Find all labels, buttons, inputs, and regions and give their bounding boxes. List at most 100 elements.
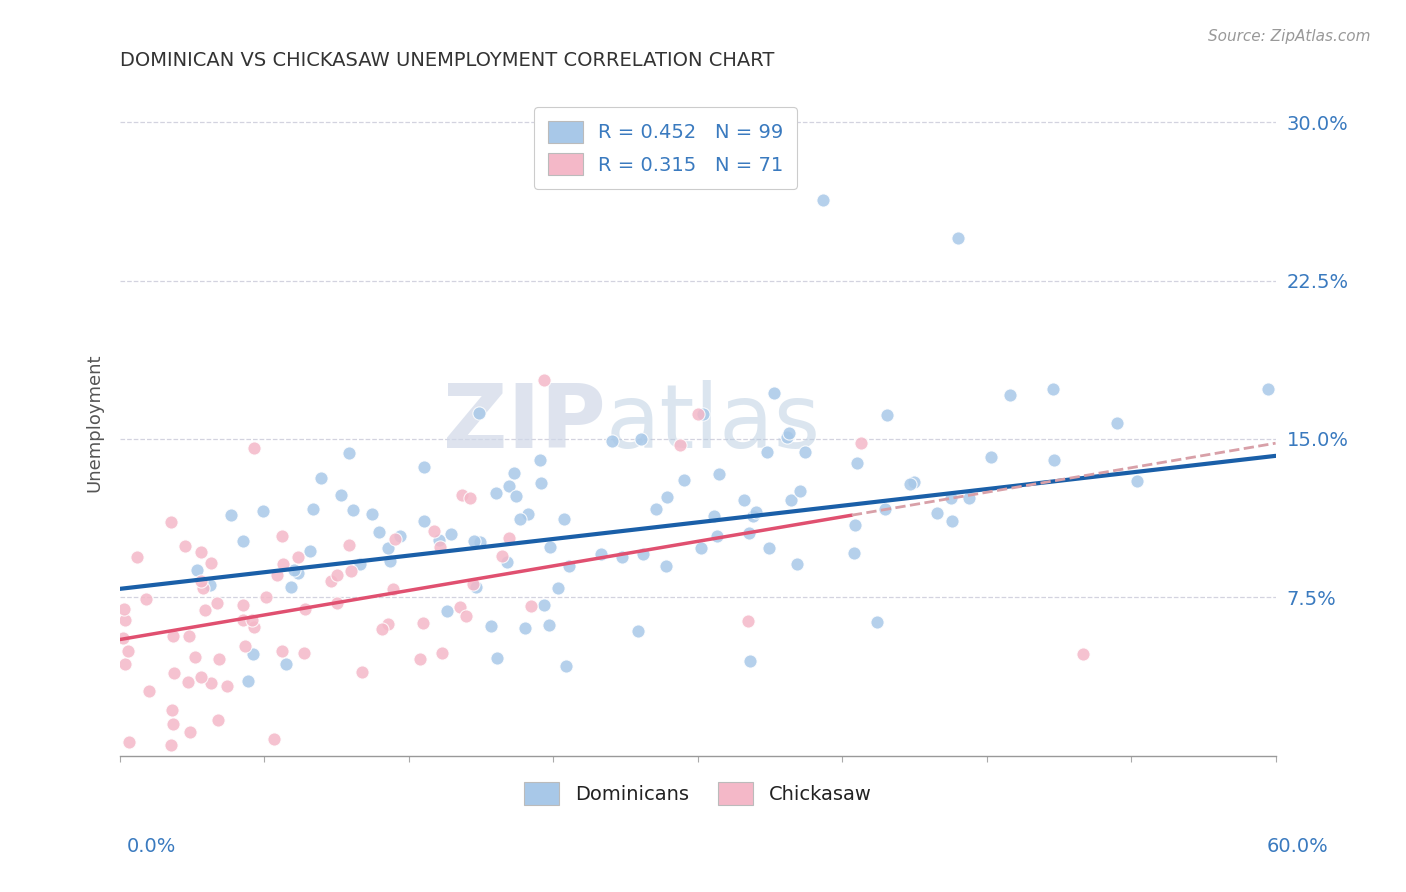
- Point: [179, 630, 201, 644]
- Point: [125, 550, 148, 565]
- Point: [413, 514, 436, 528]
- Point: [529, 453, 551, 467]
- Point: [429, 541, 451, 555]
- Point: [254, 590, 277, 604]
- Point: [1105, 416, 1128, 430]
- Point: [384, 533, 406, 547]
- Point: [274, 657, 297, 672]
- Point: [423, 524, 446, 538]
- Point: [1042, 453, 1064, 467]
- Point: [174, 539, 197, 553]
- Point: [686, 407, 709, 421]
- Point: [555, 658, 578, 673]
- Y-axis label: Unemployment: Unemployment: [86, 354, 103, 492]
- Point: [177, 674, 200, 689]
- Legend: Dominicans, Chickasaw: Dominicans, Chickasaw: [516, 774, 879, 813]
- Point: [941, 514, 963, 528]
- Point: [200, 676, 222, 690]
- Point: [980, 450, 1002, 464]
- Point: [530, 476, 553, 491]
- Point: [280, 580, 302, 594]
- Point: [631, 547, 654, 561]
- Point: [377, 541, 399, 555]
- Point: [946, 231, 969, 245]
- Point: [138, 683, 160, 698]
- Point: [160, 738, 183, 752]
- Point: [520, 599, 543, 613]
- Point: [160, 703, 183, 717]
- Point: [430, 646, 453, 660]
- Point: [538, 541, 561, 555]
- Point: [235, 639, 257, 653]
- Point: [707, 467, 730, 481]
- Point: [467, 406, 489, 420]
- Point: [337, 445, 360, 459]
- Text: ZIP: ZIP: [443, 380, 606, 467]
- Point: [449, 599, 471, 614]
- Point: [491, 549, 513, 564]
- Point: [496, 555, 519, 569]
- Point: [243, 620, 266, 634]
- Point: [232, 599, 254, 613]
- Point: [186, 563, 208, 577]
- Point: [240, 613, 263, 627]
- Point: [630, 432, 652, 446]
- Point: [737, 615, 759, 629]
- Point: [190, 670, 212, 684]
- Point: [898, 476, 921, 491]
- Point: [1257, 382, 1279, 396]
- Point: [463, 534, 485, 549]
- Point: [456, 609, 478, 624]
- Point: [299, 543, 322, 558]
- Point: [903, 475, 925, 489]
- Point: [786, 558, 808, 572]
- Point: [378, 554, 401, 568]
- Point: [669, 438, 692, 452]
- Point: [207, 713, 229, 727]
- Point: [451, 488, 474, 502]
- Point: [655, 559, 678, 574]
- Point: [162, 717, 184, 731]
- Point: [776, 430, 799, 444]
- Point: [208, 652, 231, 666]
- Point: [778, 425, 800, 440]
- Point: [755, 444, 778, 458]
- Point: [337, 539, 360, 553]
- Point: [114, 657, 136, 671]
- Point: [738, 654, 761, 668]
- Point: [329, 488, 352, 502]
- Point: [876, 408, 898, 422]
- Point: [160, 515, 183, 529]
- Point: [190, 574, 212, 588]
- Point: [232, 614, 254, 628]
- Point: [505, 489, 527, 503]
- Point: [326, 567, 349, 582]
- Point: [326, 596, 349, 610]
- Point: [957, 491, 980, 505]
- Point: [302, 501, 325, 516]
- Point: [844, 517, 866, 532]
- Point: [361, 508, 384, 522]
- Point: [215, 680, 238, 694]
- Point: [842, 546, 865, 560]
- Point: [939, 491, 962, 506]
- Point: [309, 471, 332, 485]
- Point: [460, 491, 482, 505]
- Point: [1126, 474, 1149, 488]
- Point: [436, 605, 458, 619]
- Point: [339, 564, 361, 578]
- Point: [538, 618, 561, 632]
- Point: [427, 533, 450, 548]
- Point: [657, 490, 679, 504]
- Point: [412, 615, 434, 630]
- Point: [238, 673, 260, 688]
- Point: [377, 617, 399, 632]
- Point: [242, 648, 264, 662]
- Point: [689, 541, 711, 555]
- Point: [163, 666, 186, 681]
- Point: [1042, 382, 1064, 396]
- Point: [271, 557, 294, 571]
- Point: [200, 557, 222, 571]
- Point: [485, 486, 508, 500]
- Point: [498, 531, 520, 545]
